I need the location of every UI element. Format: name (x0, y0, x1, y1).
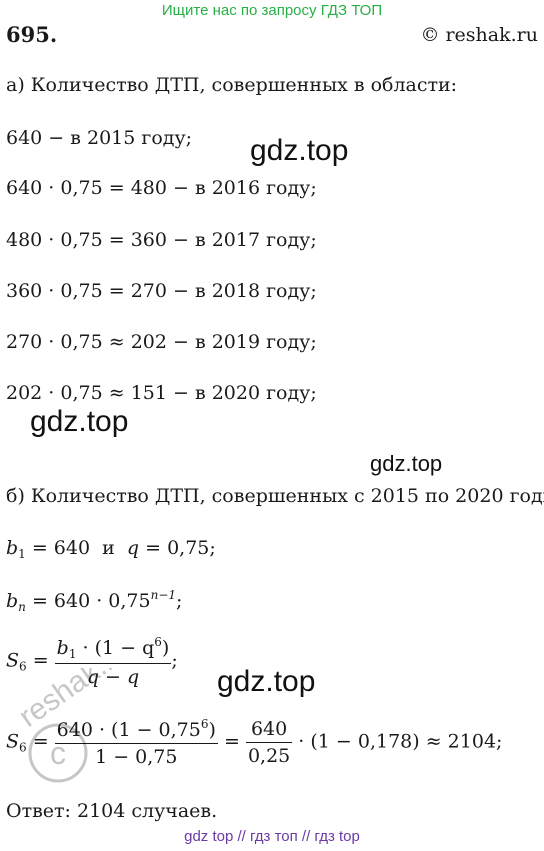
watermark-text: gdz.top (370, 451, 443, 476)
numerator: 640 (245, 718, 293, 743)
part-a-line: 270 · 0,75 ≈ 202 − в 2019 году; (6, 331, 317, 353)
watermark-text: gdz.top (30, 405, 129, 438)
site-copyright: © reshak.ru (420, 24, 538, 46)
b-symbol: b (6, 537, 19, 559)
exponent: 6 (154, 635, 162, 649)
watermark-text: gdz.top (217, 665, 316, 698)
text: ; (176, 590, 183, 612)
part-a-line: 640 · 0,75 = 480 − в 2016 году; (6, 177, 317, 199)
part-b-title: б) Количество ДТП, совершенных с 2015 по… (6, 485, 544, 507)
text: ; (171, 649, 178, 672)
numerator: b1 · (1 − q6) (54, 635, 172, 664)
index: 1 (68, 647, 77, 661)
text: = (26, 649, 55, 672)
index: n (18, 600, 26, 614)
s-symbol: S (6, 730, 20, 753)
q-symbol: q (126, 537, 140, 559)
text: = (217, 730, 246, 753)
task-number: 695. (6, 22, 58, 47)
answer: Ответ: 2104 случаев. (6, 800, 218, 822)
denominator: 0,25 (247, 745, 291, 767)
reshak-stamp: c reshak.ru (13, 668, 134, 783)
fraction: 640 0,25 (245, 718, 293, 767)
part-a-line: 360 · 0,75 = 270 − в 2018 году; (6, 280, 317, 302)
exponent: n−1 (150, 588, 177, 602)
numerator: 640 · (1 − 0,756) (54, 717, 218, 744)
part-a-line: 202 · 0,75 ≈ 151 − в 2020 году; (6, 382, 317, 404)
part-a-line: 640 − в 2015 году; (6, 127, 193, 149)
s-symbol: S (6, 649, 20, 672)
text: · (1 − q (76, 637, 155, 659)
fraction: b1 · (1 − q6) q − q (54, 635, 172, 688)
text: = (26, 730, 55, 753)
text: ) (161, 637, 170, 659)
b1-line: b1 = 640 и q = 0,75; (6, 537, 216, 561)
s6-formula: S6 = b1 · (1 − q6) q − q; (6, 635, 178, 688)
text: ) (208, 719, 216, 741)
text: = 640 · 0,75 (25, 590, 151, 612)
stamp-text: reshak.ru (13, 668, 134, 734)
b-symbol: b (6, 590, 19, 612)
b-symbol: b (56, 637, 69, 659)
fraction: 640 · (1 − 0,756) 1 − 0,75 (54, 717, 218, 768)
exponent: 6 (200, 717, 209, 731)
text: · (1 − 0,178) ≈ 2104; (292, 730, 503, 753)
copyright-glyph: c (50, 735, 66, 771)
bn-line: bn = 640 · 0,75n−1; (6, 588, 182, 614)
s6-calc: S6 = 640 · (1 − 0,756) 1 − 0,75 = 640 0,25… (6, 717, 502, 768)
part-a-title: а) Количество ДТП, совершенных в области… (6, 74, 458, 96)
text: = 0,75; (139, 537, 216, 559)
denominator: 1 − 0,75 (95, 746, 178, 768)
denominator: q − q (86, 666, 140, 688)
index: 1 (18, 547, 26, 561)
index: 6 (19, 740, 27, 755)
watermark-text: gdz.top (250, 134, 349, 167)
search-banner[interactable]: Ищите нас по запросу ГДЗ ТОП (161, 2, 383, 19)
index: 6 (19, 659, 27, 674)
footer-links[interactable]: gdz top // гдз топ // гдз top (184, 828, 360, 845)
text: 640 · (1 − 0,75 (56, 719, 201, 741)
part-a-line: 480 · 0,75 = 360 − в 2017 году; (6, 229, 317, 251)
text: = 640 и (25, 537, 127, 559)
copyright-circle (28, 723, 88, 783)
